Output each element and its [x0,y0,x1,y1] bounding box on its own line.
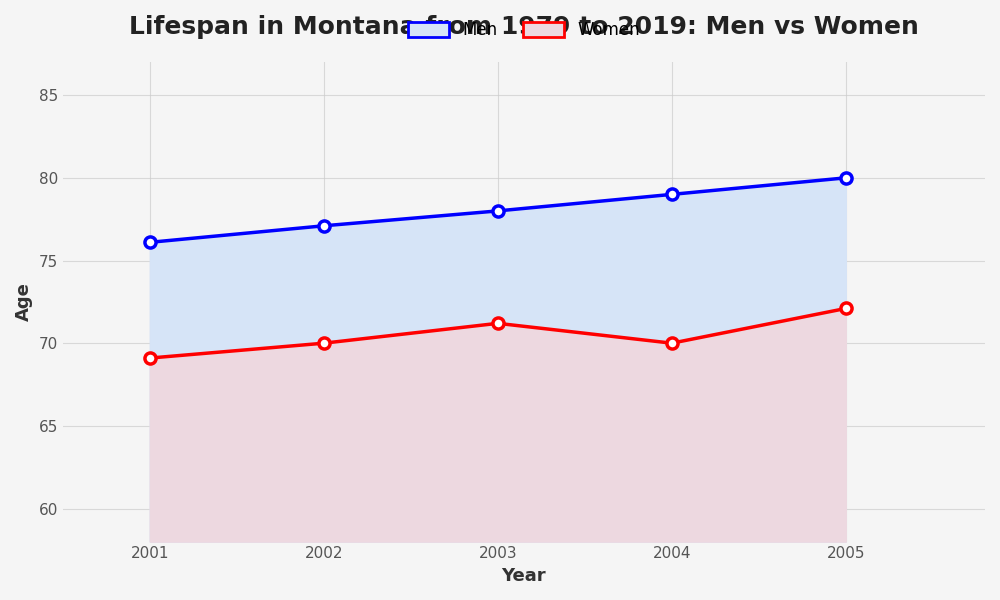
Legend: Men, Women: Men, Women [399,13,649,47]
X-axis label: Year: Year [502,567,546,585]
Y-axis label: Age: Age [15,283,33,321]
Title: Lifespan in Montana from 1979 to 2019: Men vs Women: Lifespan in Montana from 1979 to 2019: M… [129,16,919,40]
